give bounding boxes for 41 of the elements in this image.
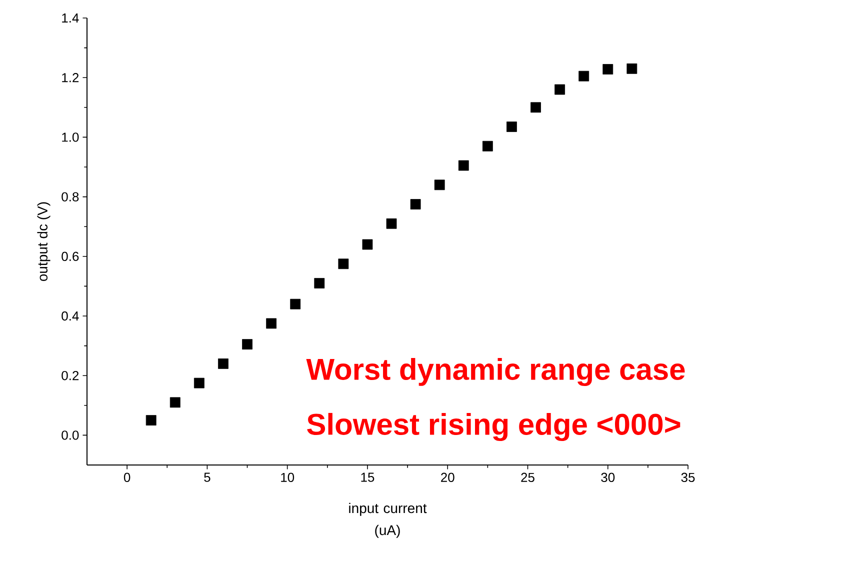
point — [482, 140, 493, 152]
x-tick-label: 25 — [521, 472, 534, 482]
annotation: Slowest rising edge <000> — [307, 412, 680, 442]
point — [146, 415, 156, 426]
y-tick-label: 0.8 — [62, 192, 79, 202]
y-tick-label: 1.4 — [62, 14, 79, 22]
point — [626, 63, 638, 74]
point — [290, 298, 301, 310]
point — [242, 339, 252, 350]
point — [194, 378, 204, 388]
y-axis-title: output dc (V) — [37, 202, 50, 281]
x-axis-title: input current (uA) — [349, 502, 427, 538]
point — [458, 160, 469, 171]
point — [362, 239, 373, 250]
point — [314, 278, 325, 288]
x-tick-label: 15 — [361, 472, 374, 482]
point — [506, 122, 517, 132]
x-tick-label: 0 — [124, 472, 130, 482]
point — [218, 358, 228, 369]
y-tick-label: 1.0 — [62, 132, 79, 142]
point — [386, 218, 397, 229]
y-tick-label: 0.0 — [62, 430, 79, 440]
y-tick-label: 0.6 — [62, 252, 79, 261]
point — [410, 199, 421, 210]
point — [170, 397, 180, 408]
y-tick-label: 0.2 — [62, 370, 79, 380]
point — [554, 84, 565, 95]
point — [338, 258, 349, 270]
x-tick-label: 20 — [441, 472, 454, 482]
y-tick-label: 0.4 — [62, 311, 79, 321]
x-tick-label: 10 — [281, 472, 294, 482]
y-tick-label: 1.2 — [62, 73, 79, 82]
x-tick-label: 35 — [681, 472, 695, 482]
point — [434, 180, 445, 190]
x-tick-label: 5 — [204, 472, 210, 482]
point — [266, 318, 277, 329]
point — [602, 64, 614, 74]
point — [578, 70, 590, 82]
annotation: Worst dynamic range case — [306, 358, 685, 386]
x-tick-label: 30 — [601, 472, 615, 482]
point — [530, 102, 541, 113]
